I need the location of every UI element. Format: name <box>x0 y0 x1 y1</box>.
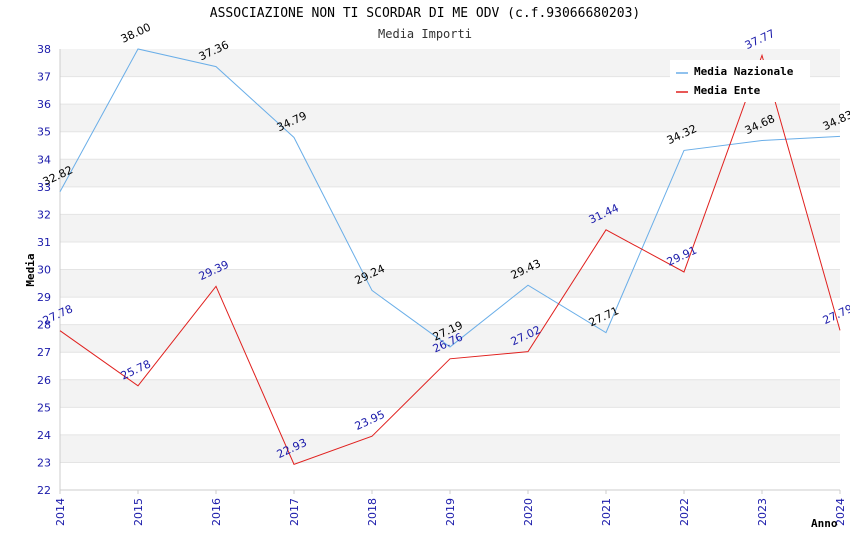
grid-band <box>60 297 840 325</box>
y-axis-ticks: 22 23 24 25 26 27 28 29 30 31 32 33 34 35 36 37 38 <box>37 43 51 497</box>
legend: Media Nazionale Media Ente <box>670 60 810 102</box>
y-tick-label: 30 <box>37 264 51 277</box>
y-tick-label: 35 <box>37 126 51 139</box>
chart-title: ASSOCIAZIONE NON TI SCORDAR DI ME ODV (c… <box>209 6 641 21</box>
x-tick-label: 2023 <box>756 498 769 526</box>
y-tick-label: 36 <box>37 98 51 111</box>
data-label: 37.77 <box>743 27 777 52</box>
series-lines <box>59 48 841 465</box>
grid-bands <box>60 49 840 491</box>
y-tick-label: 28 <box>37 319 51 332</box>
grid-band <box>60 131 840 160</box>
grid-band <box>60 241 840 270</box>
x-tick-label: 2024 <box>834 498 847 526</box>
y-tick-label: 32 <box>37 208 51 221</box>
legend-box <box>670 60 810 102</box>
y-tick-label: 22 <box>37 484 51 497</box>
grid-band <box>60 379 840 408</box>
y-tick-label: 34 <box>37 153 51 166</box>
grid-band <box>60 462 840 490</box>
grid-band <box>60 269 840 298</box>
series-line-media-nazionale <box>59 48 841 348</box>
y-tick-label: 38 <box>37 43 51 56</box>
x-tick-label: 2018 <box>366 498 379 526</box>
grid-band <box>60 104 840 132</box>
y-tick-label: 29 <box>37 291 51 304</box>
y-tick-label: 25 <box>37 401 51 414</box>
x-tick-label: 2014 <box>54 498 67 526</box>
y-tick-label: 37 <box>37 71 51 84</box>
grid-band <box>60 214 840 242</box>
data-label: 38.00 <box>119 21 153 46</box>
y-tick-label: 31 <box>37 236 51 249</box>
y-tick-label: 33 <box>37 181 51 194</box>
x-tick-label: 2020 <box>522 498 535 526</box>
x-tick-label: 2015 <box>132 498 145 526</box>
y-tick-label: 27 <box>37 346 51 359</box>
grid-band <box>60 352 840 380</box>
grid-band <box>60 186 840 215</box>
grid-band <box>60 324 840 353</box>
series-line-media-ente <box>59 53 841 465</box>
grid-band <box>60 407 840 435</box>
x-axis-ticks: 2014 2015 2016 2017 2018 2019 2020 2021 2022 2023… <box>54 490 847 526</box>
y-tick-label: 26 <box>37 374 51 387</box>
x-tick-label: 2022 <box>678 498 691 526</box>
y-tick-label: 24 <box>37 429 51 442</box>
y-tick-label: 23 <box>37 456 51 469</box>
x-tick-label: 2016 <box>210 498 223 526</box>
x-axis-title: Anno <box>811 517 838 530</box>
grid-band <box>60 434 840 463</box>
x-tick-label: 2019 <box>444 498 457 526</box>
y-axis-title: Media <box>24 253 37 286</box>
grid-band <box>60 159 840 187</box>
legend-label-media-nazionale: Media Nazionale <box>694 65 794 78</box>
legend-label-media-ente: Media Ente <box>694 84 761 97</box>
x-tick-label: 2017 <box>288 498 301 526</box>
chart-subtitle: Media Importi <box>378 27 472 41</box>
x-tick-label: 2021 <box>600 498 613 526</box>
